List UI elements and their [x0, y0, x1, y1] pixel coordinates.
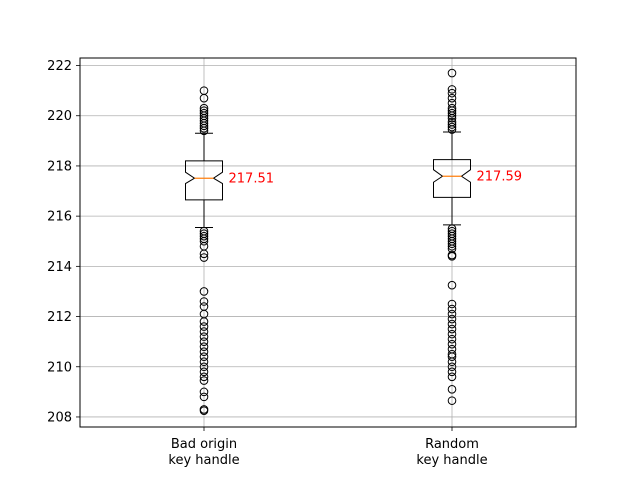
median-value-label: 217.59 — [477, 170, 523, 185]
box-group: 217.51 — [185, 86, 275, 415]
outlier-point — [447, 372, 457, 382]
outlier-point — [447, 241, 457, 251]
y-tick-label: 212 — [47, 310, 72, 325]
y-tick-label: 220 — [47, 109, 72, 124]
outlier-point — [447, 252, 457, 261]
box-group: 217.59 — [433, 68, 523, 405]
outlier-point — [199, 103, 209, 113]
outlier-point — [199, 317, 209, 326]
y-tick-label: 208 — [47, 410, 72, 425]
outlier-point — [447, 117, 457, 127]
y-tick-label: 210 — [47, 360, 72, 375]
y-axis: 208 210 212 214 216 218 220 222 — [47, 59, 80, 425]
median-value-label: 217.51 — [229, 172, 275, 187]
outlier-point — [199, 376, 209, 385]
outlier-point — [199, 357, 209, 367]
grid-lines — [80, 58, 576, 427]
x-tick-label-line2: key handle — [168, 453, 239, 468]
x-tick-label-line1: Random — [425, 437, 479, 452]
outlier-point — [447, 324, 457, 334]
outlier-point — [447, 339, 457, 349]
outlier-point — [199, 406, 209, 415]
outlier-point — [447, 103, 457, 113]
plot-area: 217.51 217.59 — [185, 68, 523, 415]
outlier-point — [447, 367, 457, 377]
outlier-point — [447, 357, 457, 367]
outlier-point — [447, 85, 457, 94]
outlier-point — [447, 334, 457, 344]
outlier-point — [447, 239, 457, 249]
outlier-point — [447, 385, 457, 394]
outlier-point — [199, 392, 209, 402]
outlier-point — [447, 108, 457, 118]
outlier-point — [199, 337, 209, 346]
outlier-point — [447, 122, 457, 132]
outlier-point — [199, 108, 209, 118]
x-tick-label-line1: Bad origin — [171, 437, 237, 452]
outlier-point — [447, 88, 457, 98]
outlier-point — [447, 314, 457, 324]
outlier-point — [199, 372, 209, 382]
outlier-point — [199, 387, 209, 397]
outlier-point — [199, 352, 209, 362]
notched-box — [433, 159, 471, 198]
outlier-point — [447, 319, 457, 329]
outlier-point — [199, 332, 209, 341]
outlier-point — [447, 93, 457, 103]
outlier-point — [447, 280, 457, 290]
outlier-point — [199, 342, 209, 351]
outlier-point — [447, 98, 457, 108]
outlier-point — [199, 297, 209, 306]
y-tick-label: 214 — [47, 260, 72, 275]
outlier-point — [447, 309, 457, 319]
outlier-point — [199, 362, 209, 372]
outlier-point — [199, 287, 209, 296]
outlier-point — [199, 327, 209, 336]
outlier-point — [199, 253, 209, 262]
outlier-point — [447, 120, 457, 129]
outlier-point — [447, 362, 457, 372]
outlier-point — [199, 236, 209, 246]
axes-frame — [79, 57, 577, 428]
y-tick-label: 218 — [47, 159, 72, 174]
outlier-point — [447, 396, 457, 405]
outlier-point — [199, 249, 209, 259]
x-tick-label-line2: key handle — [416, 453, 487, 468]
notched-box — [185, 160, 223, 201]
outlier-point — [199, 106, 209, 116]
outlier-point — [199, 86, 209, 95]
outlier-point — [199, 322, 209, 331]
outlier-point — [199, 231, 209, 241]
outlier-point — [199, 347, 209, 356]
outlier-point — [447, 329, 457, 339]
outlier-point — [447, 68, 457, 78]
outlier-point — [447, 299, 457, 309]
outlier-point — [447, 304, 457, 314]
outlier-point — [447, 352, 457, 362]
y-tick-label: 222 — [47, 59, 72, 74]
outlier-point — [199, 367, 209, 377]
y-tick-label: 216 — [47, 210, 72, 225]
